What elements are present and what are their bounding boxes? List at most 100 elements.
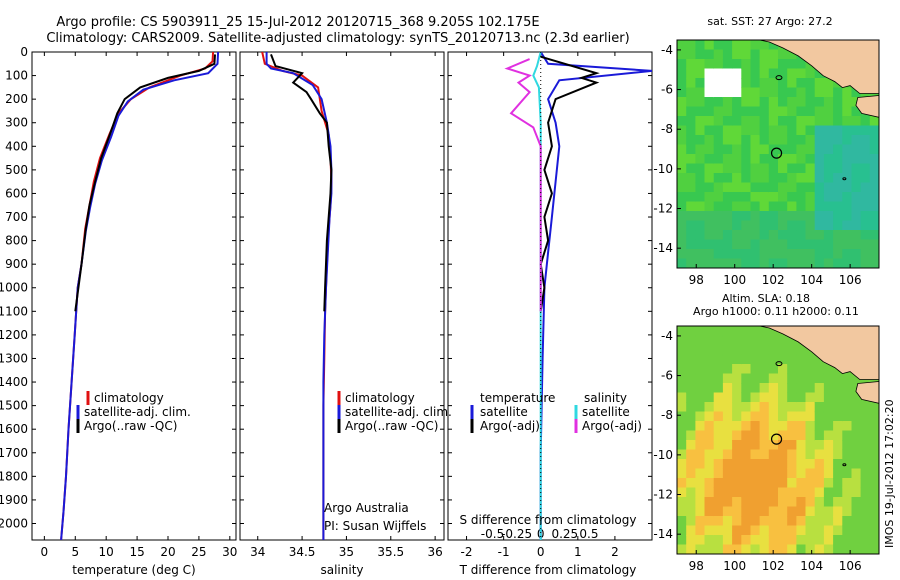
map-cell xyxy=(759,392,770,403)
map-cell xyxy=(750,373,761,384)
map-cell xyxy=(695,135,706,146)
map-cell xyxy=(677,392,687,403)
map-x-tick-label: 106 xyxy=(839,559,862,573)
map-cell xyxy=(860,249,871,260)
map-cell xyxy=(732,173,742,184)
map-cell xyxy=(722,487,733,498)
map-cell xyxy=(787,440,797,451)
map-cell xyxy=(686,154,696,165)
map-cell xyxy=(833,125,843,136)
map-cell xyxy=(833,440,843,451)
map-cell xyxy=(842,116,853,127)
map-cell xyxy=(787,478,797,489)
map-cell xyxy=(851,106,862,117)
map-cell xyxy=(842,144,853,155)
map-cell xyxy=(741,392,752,403)
map-cell xyxy=(759,125,770,136)
map-cell xyxy=(732,345,742,356)
map-cell xyxy=(787,411,797,422)
map-cell xyxy=(741,163,752,174)
map-cell xyxy=(814,87,825,98)
map-cell xyxy=(732,421,742,432)
map-cell xyxy=(704,354,715,365)
x-tick-label: 30 xyxy=(222,545,237,559)
map-cell xyxy=(833,87,843,98)
map-cell xyxy=(686,478,696,489)
map-cell xyxy=(677,459,687,470)
map-cell xyxy=(833,411,843,422)
map-y-tick-label: -12 xyxy=(653,202,673,216)
map-cell xyxy=(686,249,696,260)
map-cell xyxy=(787,373,797,384)
map-cell xyxy=(695,525,706,536)
map-cell xyxy=(842,87,853,98)
map-cell xyxy=(695,354,706,365)
map-cell xyxy=(741,49,752,60)
map-cell xyxy=(860,459,871,470)
map-cell xyxy=(768,468,779,479)
map-cell xyxy=(722,220,733,231)
map-cell xyxy=(722,335,733,346)
map-cell xyxy=(732,249,742,260)
map-cell xyxy=(805,68,816,79)
map-cell xyxy=(686,354,696,365)
map-cell xyxy=(787,354,797,365)
map-cell xyxy=(796,440,807,451)
map-cell xyxy=(768,40,779,51)
map-cell xyxy=(869,154,879,165)
map-cell xyxy=(759,135,770,146)
map-cell xyxy=(869,544,879,554)
map-cell xyxy=(704,154,715,165)
map-cell xyxy=(778,201,788,212)
map-cell xyxy=(860,116,871,127)
map-cell xyxy=(768,411,779,422)
map-cell xyxy=(787,544,797,554)
map-cell xyxy=(759,258,770,268)
map-cell xyxy=(805,249,816,260)
map-cell xyxy=(704,497,715,508)
map-cell xyxy=(768,525,779,536)
map-cell xyxy=(695,220,706,231)
map-cell xyxy=(869,468,879,479)
map-x-tick-label: 102 xyxy=(762,273,785,287)
map-cell xyxy=(833,402,843,413)
map-cell xyxy=(677,106,687,117)
map-cell xyxy=(778,154,788,165)
map-cell xyxy=(768,373,779,384)
map-cell xyxy=(713,249,724,260)
map-cell xyxy=(677,487,687,498)
map-cell xyxy=(713,78,724,89)
map-cell xyxy=(686,421,696,432)
map-cell xyxy=(677,258,687,268)
map-cell xyxy=(686,402,696,413)
map-cell xyxy=(722,163,733,174)
map-cell xyxy=(722,468,733,479)
map-cell xyxy=(750,249,761,260)
map-cell xyxy=(732,154,742,165)
map-cell xyxy=(823,163,834,174)
map-cell xyxy=(860,258,871,268)
map-cell xyxy=(768,402,779,413)
map-cell xyxy=(750,40,761,51)
map-cell xyxy=(759,49,770,60)
map-cell xyxy=(695,430,706,441)
map-y-tick-label: -14 xyxy=(653,527,673,541)
map-cell xyxy=(842,373,853,384)
map-y-tick-label: -4 xyxy=(661,43,673,57)
map-cell xyxy=(759,106,770,117)
map-cell xyxy=(805,364,816,375)
sst-map xyxy=(677,40,879,268)
map-cell xyxy=(677,40,687,51)
map-cell xyxy=(686,201,696,212)
map-cell xyxy=(787,144,797,155)
map-cell xyxy=(851,163,862,174)
map-cell xyxy=(869,125,879,136)
map-cell xyxy=(695,211,706,222)
map-cell xyxy=(695,182,706,193)
map-cell xyxy=(796,97,807,108)
map-cell xyxy=(750,487,761,498)
map-cell xyxy=(787,383,797,394)
map-cell xyxy=(759,506,770,517)
map-cell xyxy=(814,497,825,508)
map-cell xyxy=(778,430,788,441)
